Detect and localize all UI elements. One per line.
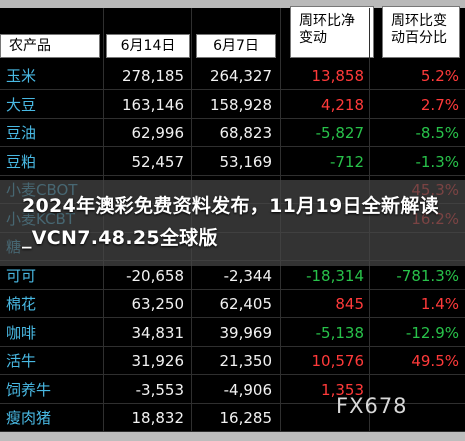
pct-change-cell: -1.3%: [415, 152, 459, 171]
position-jun7-cell: 68,823: [219, 124, 273, 142]
headline-text: 2024年澳彩免费资料发布，11月19日全新解读_VCN7.48.25全球版: [22, 195, 439, 249]
net-change-cell: 4,218: [321, 95, 364, 114]
header-weekly-net-change-line2: 变动: [299, 30, 327, 46]
position-jun7-cell: -2,344: [223, 266, 272, 285]
row-divider: [0, 402, 465, 404]
position-jun14-cell: -20,658: [126, 266, 184, 285]
row-divider: [0, 146, 465, 147]
position-jun7-cell: 53,169: [219, 152, 273, 171]
net-change-cell: 13,858: [311, 67, 365, 85]
bottom-strip: [0, 432, 465, 441]
row-divider: [0, 431, 465, 432]
product-name-cell: 豆粕: [6, 152, 37, 171]
pct-change-cell: 49.5%: [411, 352, 459, 370]
position-jun7-cell: -4,906: [223, 380, 272, 399]
position-jun14-cell: 34,831: [131, 323, 185, 342]
product-name-cell: 玉米: [6, 67, 37, 85]
position-jun7-cell: 158,928: [209, 95, 272, 114]
header-weekly-net-change-line1: 周环比净: [299, 13, 355, 29]
product-name-cell: 大豆: [6, 95, 37, 114]
top-strip: [0, 0, 465, 8]
position-jun14-cell: 31,926: [131, 352, 185, 370]
product-name-cell: 饲养牛: [6, 380, 52, 399]
header-product: 农产品: [0, 34, 100, 58]
net-change-cell: -18,314: [306, 266, 364, 285]
watermark-logo: FX678: [336, 394, 408, 418]
header-date-jun14: 6月14日: [106, 34, 190, 58]
position-jun7-cell: 21,350: [219, 352, 273, 370]
headline-banner: [0, 180, 465, 266]
header-weekly-pct-change: 周环比变 动百分比: [382, 6, 460, 58]
row-divider: [0, 288, 465, 290]
position-jun14-cell: -3,553: [135, 380, 184, 399]
row-divider: [0, 374, 465, 375]
pct-change-cell: 5.2%: [420, 67, 459, 85]
position-jun14-cell: 52,457: [131, 152, 185, 171]
net-change-cell: -712: [329, 152, 364, 171]
position-jun7-cell: 62,405: [219, 295, 273, 313]
position-jun7-cell: 264,327: [209, 67, 272, 85]
position-jun14-cell: 163,146: [121, 95, 184, 114]
net-change-cell: 10,576: [311, 352, 365, 370]
row-divider: [0, 345, 465, 347]
row-divider: [0, 117, 465, 119]
position-jun14-cell: 18,832: [131, 409, 185, 427]
product-name-cell: 瘦肉猪: [6, 409, 52, 427]
product-name-cell: 咖啡: [6, 323, 37, 342]
header-weekly-pct-change-line1: 周环比变: [391, 13, 447, 29]
position-jun7-cell: 16,285: [219, 409, 273, 427]
net-change-cell: -5,827: [315, 124, 364, 142]
net-change-cell: -5,138: [315, 323, 364, 342]
net-change-cell: 1,353: [321, 380, 364, 399]
net-change-cell: 845: [335, 295, 364, 313]
product-name-cell: 豆油: [6, 124, 37, 142]
product-name-cell: 棉花: [6, 295, 37, 313]
position-jun14-cell: 62,996: [131, 124, 185, 142]
row-divider: [0, 89, 465, 90]
product-name-cell: 可可: [6, 266, 37, 285]
header-weekly-net-change: 周环比净 变动: [290, 6, 374, 58]
row-divider: [0, 317, 465, 318]
pct-change-cell: -12.9%: [405, 323, 459, 342]
row-divider: [0, 174, 465, 176]
header-date-jun7: 6月7日: [196, 34, 276, 58]
header-weekly-pct-change-line2: 动百分比: [391, 30, 447, 46]
position-jun14-cell: 63,250: [131, 295, 185, 313]
product-name-cell: 活牛: [6, 352, 37, 370]
pct-change-cell: 2.7%: [420, 95, 459, 114]
pct-change-cell: 1.4%: [420, 295, 459, 313]
pct-change-cell: -8.5%: [415, 124, 459, 142]
position-jun7-cell: 39,969: [219, 323, 273, 342]
pct-change-cell: -781.3%: [396, 266, 459, 285]
position-jun14-cell: 278,185: [121, 67, 184, 85]
